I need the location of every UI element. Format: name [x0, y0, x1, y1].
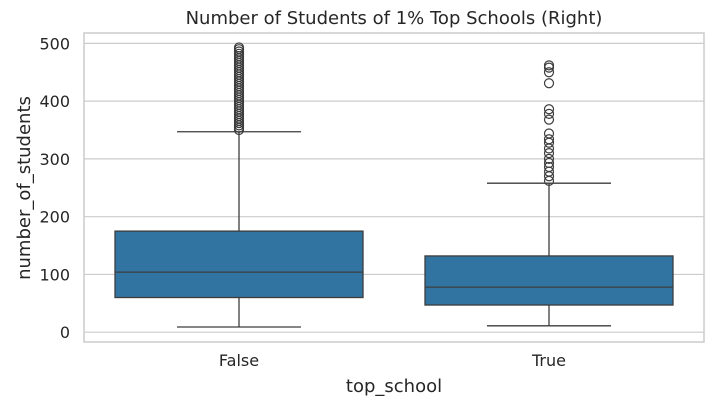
y-tick-label: 100	[39, 265, 70, 284]
outlier-point	[543, 148, 555, 159]
outlier-point	[543, 134, 555, 145]
iqr-box	[424, 255, 674, 306]
outlier-point	[543, 104, 555, 115]
outlier-point	[543, 157, 555, 169]
y-tick-label: 500	[39, 34, 70, 53]
y-axis-ticks: 0 100 200 300 400 500	[39, 34, 70, 342]
y-tick-label: 400	[39, 92, 70, 111]
x-axis-label: top_school	[346, 376, 442, 397]
box-false	[114, 42, 364, 328]
outlier-point	[543, 60, 555, 71]
y-axis-label: number_of_students	[14, 96, 35, 280]
iqr-box	[114, 230, 364, 299]
outlier-point	[543, 114, 555, 125]
outlier-point	[543, 128, 555, 139]
plot-frame	[83, 32, 705, 343]
outlier-point	[543, 78, 555, 89]
outlier-point	[233, 42, 245, 53]
x-tick-label: False	[219, 351, 259, 370]
y-tick-label: 0	[60, 323, 70, 342]
y-tick-label: 300	[39, 150, 70, 169]
y-tick-label: 200	[39, 208, 70, 227]
outlier-point	[543, 153, 555, 165]
x-axis-ticks: False True	[219, 351, 566, 370]
box-true	[424, 60, 674, 327]
chart-title: Number of Students of 1% Top Schools (Ri…	[186, 8, 603, 29]
outlier-point	[543, 67, 555, 78]
x-tick-label: True	[531, 351, 566, 370]
outlier-point	[543, 108, 555, 119]
box-series	[114, 42, 674, 328]
outlier-point	[543, 161, 555, 173]
